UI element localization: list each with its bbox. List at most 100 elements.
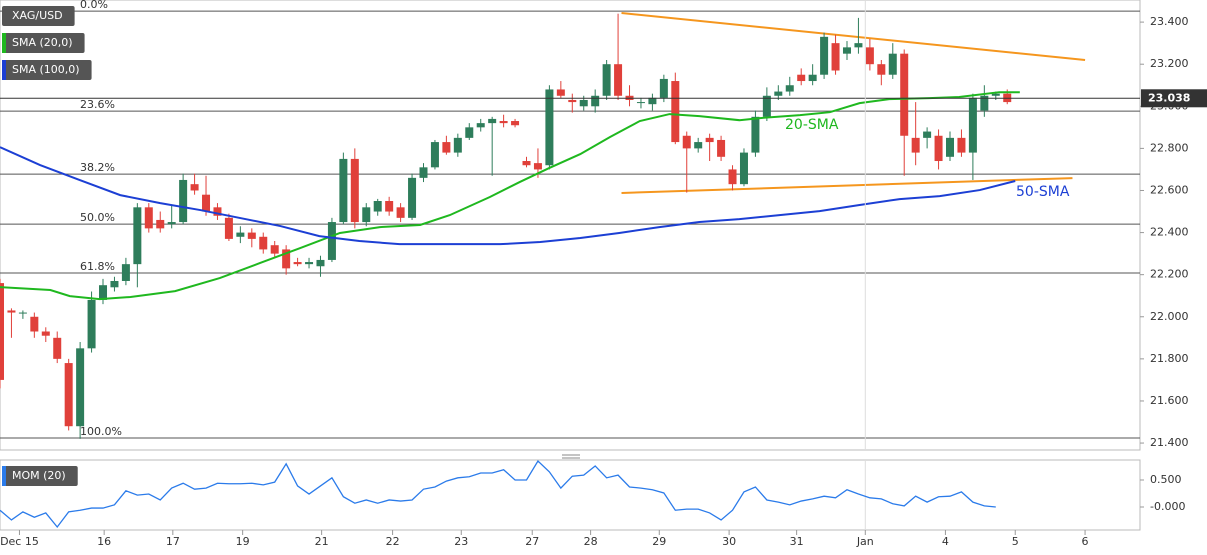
x-tick-label: Jan (856, 535, 874, 548)
candle-body (64, 363, 73, 427)
x-tick-label: 16 (97, 535, 111, 548)
candle-body (121, 264, 130, 281)
x-tick-label: 4 (942, 535, 949, 548)
candle-body (682, 135, 691, 149)
candle-body (957, 137, 966, 153)
candle-body (533, 163, 542, 170)
y-tick-label: -0.000 (1150, 500, 1185, 513)
x-tick-label: 22 (386, 535, 400, 548)
candle-body (522, 161, 531, 166)
legend-swatch (2, 466, 6, 486)
candle-body (602, 64, 611, 96)
candle-body (694, 142, 703, 149)
trendline (621, 177, 1073, 195)
price-panel (0, 0, 1141, 451)
candle-body (453, 137, 462, 153)
fib-label: 23.6% (80, 98, 115, 111)
x-tick-label: 30 (722, 535, 736, 548)
candle-body (224, 217, 233, 239)
annotation: 50-SMA (1016, 184, 1070, 200)
candle-body (797, 74, 806, 82)
fib-label: 0.0% (80, 0, 108, 11)
candle-body (293, 262, 302, 265)
x-tick-label: 21 (315, 535, 329, 548)
y-tick-label: 22.200 (1150, 268, 1189, 281)
fib-label: 38.2% (80, 161, 115, 174)
candle-body (76, 348, 85, 427)
last-price-box (1141, 89, 1207, 108)
candle-body (259, 236, 268, 250)
candle-body (362, 207, 371, 223)
candle-body (923, 131, 932, 138)
candle-body (339, 158, 348, 223)
fib-label: 61.8% (80, 260, 115, 273)
x-tick-label: 6 (1082, 535, 1089, 548)
candle-body (144, 207, 153, 229)
fib-label: 50.0% (80, 211, 115, 224)
candle-body (373, 201, 382, 212)
candle-body (762, 95, 771, 117)
candle-body (41, 331, 50, 336)
candle-body (156, 219, 165, 229)
y-tick-label: 0.500 (1150, 473, 1182, 486)
legend-box (2, 466, 78, 486)
candle-body (808, 74, 817, 82)
candle-body (854, 43, 863, 48)
candle-body (442, 142, 451, 153)
candle-body (385, 201, 394, 212)
x-tick-label: 31 (790, 535, 804, 548)
candle-body (18, 312, 27, 314)
mom-panel (0, 459, 1141, 531)
fib-label: 100.0% (80, 425, 122, 438)
candle-body (911, 137, 920, 153)
legend-box (2, 60, 92, 80)
candle-body (934, 135, 943, 162)
candle-body (614, 64, 623, 96)
legend-label: MOM (20) (12, 469, 66, 482)
legend-label: SMA (100,0) (12, 63, 80, 76)
x-tick-label: Dec 15 (0, 535, 39, 548)
candle-body (0, 283, 4, 380)
candle-body (831, 43, 840, 71)
candle-body (717, 139, 726, 157)
legend-label: XAG/USD (12, 9, 63, 22)
candle-body (430, 142, 439, 168)
candle-body (110, 280, 119, 288)
candle-body (87, 299, 96, 349)
candle-body (751, 116, 760, 153)
candle-body (705, 137, 714, 143)
candle-body (7, 310, 16, 313)
x-tick-label: 19 (236, 535, 250, 548)
sma-line (0, 146, 1016, 246)
candle-body (739, 152, 748, 185)
x-tick-label: 27 (525, 535, 539, 548)
annotation: 20-SMA (785, 117, 839, 133)
candle-body (167, 222, 176, 225)
candle-body (579, 99, 588, 107)
candle-body (991, 93, 1000, 96)
candle-body (30, 316, 39, 332)
candle-body (946, 137, 954, 157)
candle-body (877, 64, 886, 75)
candle-body (396, 207, 405, 218)
y-tick-label: 22.800 (1150, 141, 1189, 154)
candle-body (316, 259, 325, 267)
y-tick-label: 21.600 (1150, 394, 1189, 407)
candle-body (202, 194, 211, 212)
candle-body (785, 85, 794, 92)
candle-body (499, 121, 508, 124)
candle-body (99, 285, 108, 300)
mom-line (0, 460, 996, 529)
candle-body (350, 158, 359, 223)
legend-box (2, 33, 85, 53)
y-tick-label: 22.400 (1150, 226, 1189, 239)
candle-body (190, 184, 199, 191)
x-tick-label: 29 (652, 535, 666, 548)
x-tick-label: 5 (1012, 535, 1019, 548)
last-price-label: 23.038 (1148, 91, 1190, 104)
x-tick-label: 28 (584, 535, 598, 548)
candle-body (465, 127, 474, 138)
trendline (621, 12, 1086, 61)
candle-body (488, 118, 497, 124)
